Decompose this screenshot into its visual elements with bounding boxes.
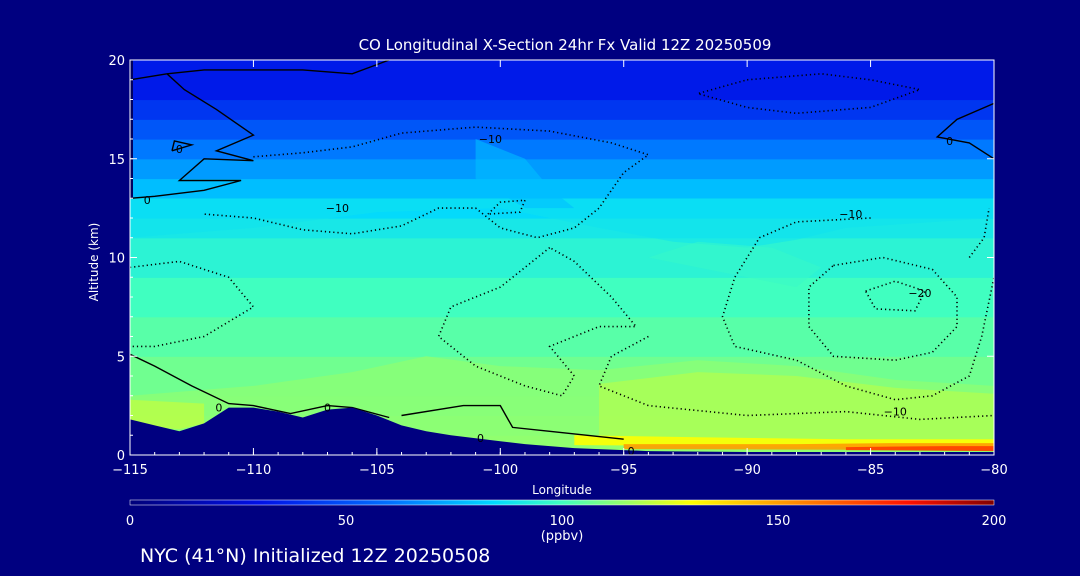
co-band [130, 158, 994, 180]
contour-label: 0 [946, 135, 953, 148]
contour-zero [935, 102, 994, 160]
colorbar-tick-label: 50 [338, 514, 355, 529]
colorbar-tick-label: 0 [126, 514, 134, 529]
x-axis: −115 −110 −105 −100 −95 −90 −85 −80 [112, 60, 1008, 478]
y-axis-label: Altitude (km) [87, 223, 101, 302]
contour-label: −10 [479, 133, 502, 146]
contour-zero [401, 404, 624, 440]
contour-label: 0 [176, 143, 183, 156]
co-band [130, 277, 994, 318]
terrain-mask [130, 407, 994, 455]
co-plume [475, 139, 575, 209]
x-tick-label: −85 [857, 463, 884, 478]
chart-title: CO Longitudinal X-Section 24hr Fx Valid … [359, 36, 772, 54]
x-tick-label: −110 [236, 463, 272, 478]
contour-zero [130, 73, 255, 199]
co-plume [130, 399, 205, 430]
x-tick-label: −95 [610, 463, 637, 478]
plot-area [130, 60, 994, 455]
x-tick-label: −100 [482, 463, 518, 478]
contour-label: −10 [326, 202, 349, 215]
colorbar-tick-label: 200 [982, 514, 1007, 529]
contour-labels: 0 0 0 0 0 0 0 −10 −10 −10 −10 −20 [144, 133, 953, 458]
co-band [130, 237, 994, 278]
colorbar [129, 499, 995, 506]
colorbar-ticks: 0 50 100 150 200 [126, 514, 1007, 529]
colorbar-unit: (ppbv) [541, 529, 584, 544]
x-tick-label: −80 [980, 463, 1007, 478]
co-plume [130, 198, 994, 248]
x-tick-label: −90 [733, 463, 760, 478]
x-axis-label: Longitude [532, 483, 592, 497]
y-tick-label: 15 [108, 153, 125, 168]
contour-label: −10 [884, 406, 907, 419]
co-band [130, 139, 994, 160]
contour-negative [721, 217, 994, 401]
co-band [130, 99, 994, 120]
co-concentration-bands [130, 60, 994, 455]
y-tick-label: 0 [117, 449, 125, 464]
colorbar-tick-label: 150 [766, 514, 791, 529]
contour-label: 0 [144, 194, 151, 207]
y-tick-label: 10 [108, 252, 125, 267]
co-band [130, 178, 994, 199]
y-axis: 0 5 10 15 20 [108, 54, 994, 464]
contour-negative [597, 335, 994, 421]
co-band [130, 60, 994, 101]
contour-label: −20 [908, 287, 931, 300]
x-tick-label: −115 [112, 463, 148, 478]
contour-zero [130, 60, 390, 81]
x-tick-label: −105 [359, 463, 395, 478]
co-plume [648, 241, 822, 288]
co-anomaly-contours [130, 60, 994, 440]
contour-label: 0 [324, 402, 331, 415]
contour-label: 0 [215, 402, 222, 415]
co-plume [845, 446, 994, 452]
edge-strip [130, 60, 133, 199]
co-band [130, 316, 994, 357]
y-tick-label: 20 [108, 54, 125, 69]
contour-label: 0 [477, 432, 484, 445]
contour-zero [130, 353, 390, 419]
co-plume [599, 372, 994, 444]
co-band [130, 119, 994, 140]
colorbar-tick-label: 100 [550, 514, 575, 529]
footer-info: NYC (41°N) Initialized 12Z 20250508 [140, 545, 490, 567]
y-tick-label: 5 [117, 350, 125, 365]
contour-label: −10 [839, 208, 862, 221]
contour-negative [437, 246, 638, 397]
contour-zero [171, 140, 195, 152]
contour-negative [864, 280, 927, 312]
contour-label: 0 [628, 445, 635, 458]
contour-negative [130, 260, 255, 348]
